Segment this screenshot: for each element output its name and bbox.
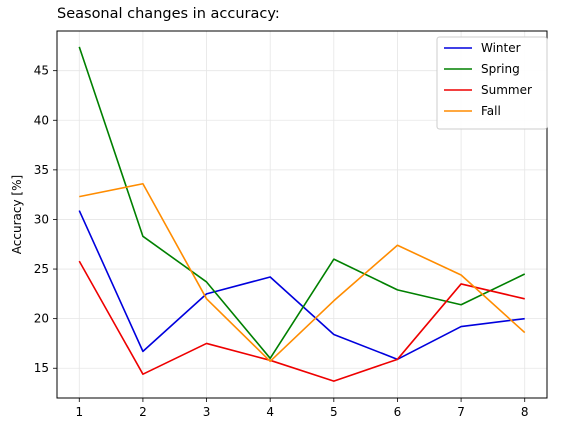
chart-title: Seasonal changes in accuracy: xyxy=(57,6,280,22)
y-tick-label: 25 xyxy=(34,262,49,276)
legend-label-summer: Summer xyxy=(481,83,532,97)
x-tick-label: 7 xyxy=(457,405,465,419)
x-tick-label: 3 xyxy=(203,405,211,419)
series-line-winter xyxy=(78,210,525,361)
x-tick-label: 2 xyxy=(139,405,147,419)
plot-frame xyxy=(56,30,548,399)
legend-box xyxy=(436,36,548,130)
x-tick-label: 6 xyxy=(394,405,402,419)
x-tick-label: 5 xyxy=(330,405,338,419)
series-line-fall xyxy=(79,182,526,363)
x-tick-label: 4 xyxy=(266,405,274,419)
legend: Winter Spring Summer Fall xyxy=(436,36,548,130)
y-tick-label: 15 xyxy=(34,361,49,375)
series-layer xyxy=(78,46,526,382)
y-tick-label: 30 xyxy=(34,212,49,226)
y-tick-label: 45 xyxy=(34,64,49,78)
x-tick-label: 8 xyxy=(521,405,529,419)
y-axis-label: Accuracy [%] xyxy=(10,175,24,254)
legend-label-winter: Winter xyxy=(481,41,521,55)
y-tick-label: 20 xyxy=(34,312,49,326)
y-tick-label: 40 xyxy=(34,113,49,127)
series-line-spring xyxy=(78,46,526,360)
legend-label-fall: Fall xyxy=(481,104,501,118)
legend-label-spring: Spring xyxy=(481,62,520,76)
y-tick-label: 35 xyxy=(34,163,49,177)
x-tick-label: 1 xyxy=(75,405,83,419)
series-line-summer xyxy=(78,260,525,382)
